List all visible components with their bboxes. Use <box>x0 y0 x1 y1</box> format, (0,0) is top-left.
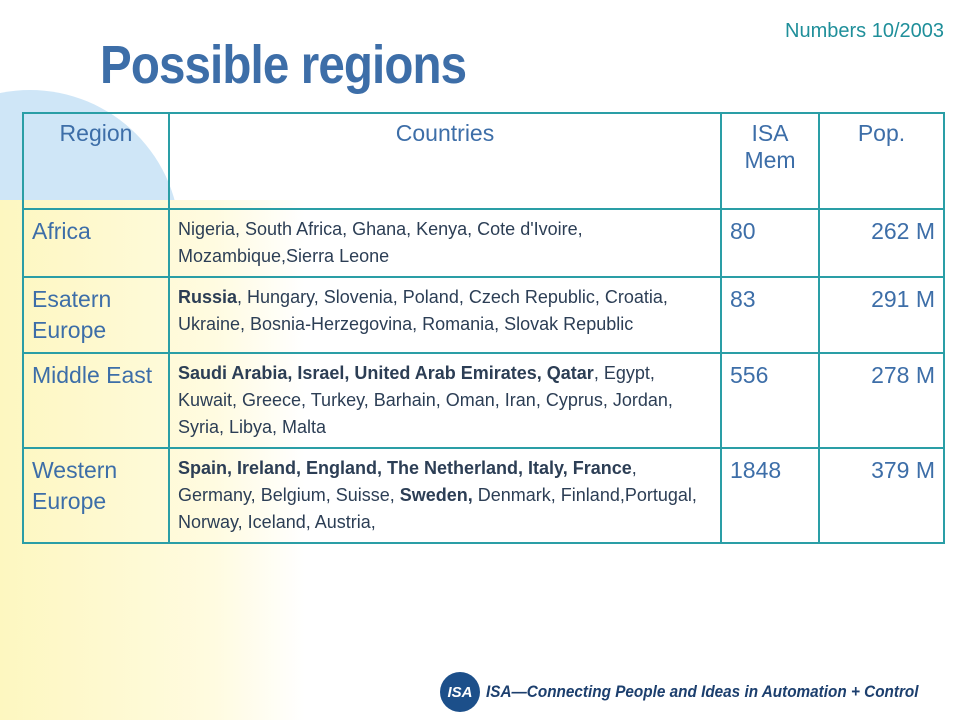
region-cell: Africa <box>22 208 170 278</box>
countries-text: Sweden, <box>399 485 473 505</box>
logo: ISA <box>440 672 480 712</box>
column-header: Region <box>22 112 170 210</box>
countries-cell: Spain, Ireland, England, The Netherland,… <box>168 447 722 544</box>
column-header: ISA Mem <box>720 112 820 210</box>
countries-text: Nigeria, South Africa, Ghana, Kenya, Cot… <box>178 219 583 266</box>
column-header: Countries <box>168 112 722 210</box>
column-header: Pop. <box>818 112 945 210</box>
table-row: Africa Nigeria, South Africa, Ghana, Keny… <box>22 208 945 278</box>
population-cell: 379 M <box>818 447 945 544</box>
members-cell: 556 <box>720 352 820 449</box>
members-cell: 83 <box>720 276 820 354</box>
members-cell: 80 <box>720 208 820 278</box>
footer: ISA ISA—Connecting People and Ideas in A… <box>440 672 960 712</box>
countries-text: Russia <box>178 287 238 307</box>
members-cell: 1848 <box>720 447 820 544</box>
countries-cell: Saudi Arabia, Israel, United Arab Emirat… <box>168 352 722 449</box>
table-body: Africa Nigeria, South Africa, Ghana, Keny… <box>22 208 945 544</box>
countries-cell: Nigeria, South Africa, Ghana, Kenya, Cot… <box>168 208 722 278</box>
table-row: Western Europe Spain, Ireland, England, T… <box>22 447 945 544</box>
countries-text: , Germany, Belgium, Suisse, <box>178 458 637 505</box>
population-cell: 291 M <box>818 276 945 354</box>
population-cell: 262 M <box>818 208 945 278</box>
population-cell: 278 M <box>818 352 945 449</box>
countries-cell: Russia, Hungary, Slovenia, Poland, Czech… <box>168 276 722 354</box>
countries-text: , Egypt, Kuwait, Greece, Turkey, Barhain… <box>178 363 673 437</box>
table: Region Countries ISA Mem Pop. Africa Nigeria… <box>22 112 945 544</box>
region-cell: Esatern Europe <box>22 276 170 354</box>
countries-text: Spain, Ireland, England, The Netherland,… <box>178 458 632 478</box>
countries-text: Denmark, Finland,Portugal, Norway, Icela… <box>178 485 697 532</box>
countries-text: , Hungary, Slovenia, Poland, Czech Repub… <box>178 287 668 334</box>
table-row: Middle East Saudi Arabia, Israel, United … <box>22 352 945 449</box>
table-row: Esatern Europe Russia, Hungary, Slovenia,… <box>22 276 945 354</box>
title: Possible regions <box>100 35 467 95</box>
note: Numbers 10/2003 <box>785 20 944 42</box>
region-cell: Western Europe <box>22 447 170 544</box>
countries-text: Saudi Arabia, Israel, United Arab Emirat… <box>178 363 594 383</box>
region-cell: Middle East <box>22 352 170 449</box>
header-row: Region Countries ISA Mem Pop. <box>22 112 945 210</box>
tagline: ISA—Connecting People and Ideas in Autom… <box>486 682 919 701</box>
